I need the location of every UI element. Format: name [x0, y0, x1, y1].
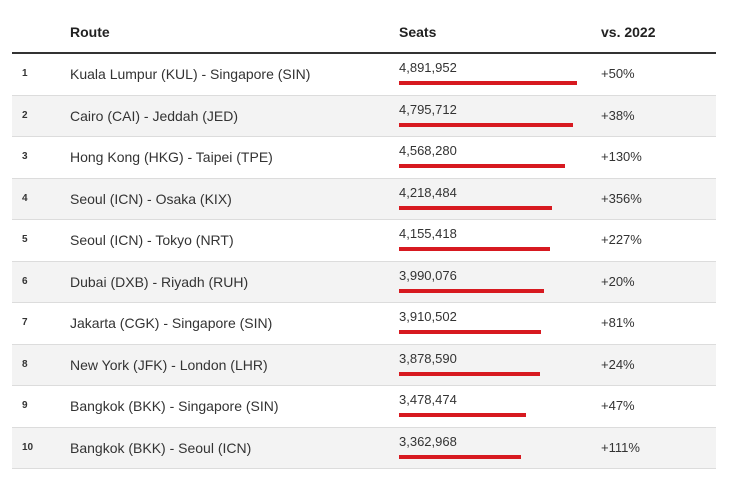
route-cell: Seoul (ICN) - Tokyo (NRT) — [70, 232, 234, 248]
route-cell: Bangkok (BKK) - Seoul (ICN) — [70, 439, 252, 456]
vs-2022-cell: +24% — [601, 356, 635, 372]
rank-cell: 5 — [22, 234, 28, 245]
table-row: 8 New York (JFK) - London (LHR) 3,878,590 +… — [12, 344, 716, 386]
route-cell: Cairo (CAI) - Jeddah (JED) — [70, 107, 239, 124]
rank-cell: 6 — [22, 275, 28, 287]
route-cell: Jakarta (CGK) - Singapore (SIN) — [70, 315, 273, 331]
seats-cell: 3,990,076 — [399, 267, 457, 283]
seats-cell: 3,362,968 — [399, 433, 457, 449]
route-cell: Kuala Lumpur (KUL) - Singapore (SIN) — [70, 66, 311, 82]
rank-cell: 10 — [22, 441, 34, 453]
routes-table: Route Seats vs. 2022 1 Kuala Lumpur (KUL)… — [12, 14, 716, 469]
route-cell: Seoul (ICN) - Osaka (KIX) — [70, 190, 232, 207]
seats-bar — [399, 164, 565, 168]
table-header: Route Seats vs. 2022 — [12, 14, 716, 54]
table-row: 5 Seoul (ICN) - Tokyo (NRT) 4,155,418 +227% — [12, 220, 716, 262]
route-cell: New York (JFK) - London (LHR) — [70, 356, 268, 373]
table-row: 3 Hong Kong (HKG) - Taipei (TPE) 4,568,280… — [12, 137, 716, 179]
seats-cell: 4,155,418 — [399, 226, 457, 241]
vs-2022-cell: +50% — [601, 66, 635, 81]
seats-bar — [399, 371, 540, 376]
table-row: 7 Jakarta (CGK) - Singapore (SIN) 3,910,50… — [12, 303, 716, 345]
rank-cell: 1 — [22, 68, 28, 79]
seats-cell: 3,478,474 — [399, 392, 457, 407]
vs-2022-cell: +47% — [601, 398, 635, 413]
seats-cell: 4,891,952 — [399, 60, 457, 75]
seats-cell: 4,218,484 — [399, 184, 457, 200]
vs-2022-cell: +81% — [601, 315, 635, 330]
seats-bar — [399, 454, 521, 459]
table-row: 9 Bangkok (BKK) - Singapore (SIN) 3,478,47… — [12, 386, 716, 428]
rank-cell: 9 — [22, 400, 28, 411]
vs-2022-column-header: vs. 2022 — [601, 24, 656, 40]
vs-2022-cell: +111% — [601, 439, 640, 455]
vs-2022-cell: +38% — [601, 107, 635, 123]
vs-2022-cell: +130% — [601, 149, 642, 164]
seats-cell: 4,795,712 — [399, 101, 457, 117]
seats-bar — [399, 122, 573, 127]
table-row: 1 Kuala Lumpur (KUL) - Singapore (SIN) 4,8… — [12, 54, 716, 96]
table-row: 4 Seoul (ICN) - Osaka (KIX) 4,218,484 +356% — [12, 178, 716, 220]
rank-cell: 2 — [22, 109, 28, 121]
vs-2022-cell: +227% — [601, 232, 642, 247]
rank-cell: 3 — [22, 151, 28, 162]
table-body: 1 Kuala Lumpur (KUL) - Singapore (SIN) 4,8… — [12, 54, 716, 469]
route-cell: Bangkok (BKK) - Singapore (SIN) — [70, 398, 279, 414]
rank-cell: 7 — [22, 317, 28, 328]
table-row: 6 Dubai (DXB) - Riyadh (RUH) 3,990,076 +20% — [12, 261, 716, 303]
seats-cell: 4,568,280 — [399, 143, 457, 158]
route-column-header: Route — [70, 24, 110, 40]
seats-bar — [399, 205, 552, 210]
table-row: 10 Bangkok (BKK) - Seoul (ICN) 3,362,968 +1… — [12, 427, 716, 469]
vs-2022-cell: +356% — [601, 190, 642, 206]
route-cell: Hong Kong (HKG) - Taipei (TPE) — [70, 149, 273, 165]
vs-2022-cell: +20% — [601, 273, 635, 289]
seats-column-header: Seats — [399, 24, 437, 40]
seats-cell: 3,910,502 — [399, 309, 457, 324]
seats-bar — [399, 288, 544, 293]
seats-bar — [399, 413, 526, 417]
table-row: 2 Cairo (CAI) - Jeddah (JED) 4,795,712 +38% — [12, 95, 716, 137]
route-cell: Dubai (DXB) - Riyadh (RUH) — [70, 273, 249, 290]
seats-cell: 3,878,590 — [399, 350, 457, 366]
seats-bar — [399, 330, 541, 334]
rank-cell: 4 — [22, 192, 28, 204]
seats-bar — [399, 81, 577, 85]
seats-bar — [399, 247, 550, 251]
rank-cell: 8 — [22, 358, 28, 370]
